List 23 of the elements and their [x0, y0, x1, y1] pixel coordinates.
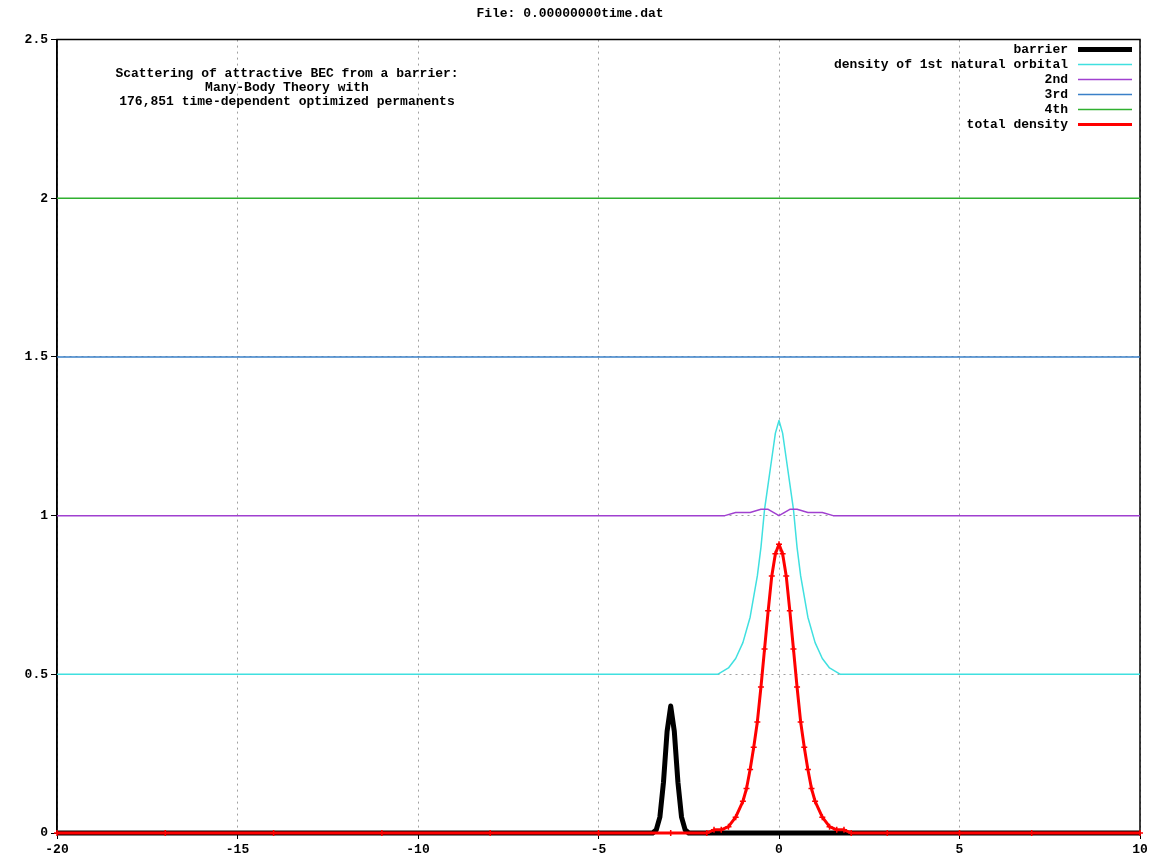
- legend-label: barrier: [1013, 41, 1068, 57]
- annotation: Scattering of attractive BEC from a barrier:: [115, 66, 459, 82]
- annotation: 176,851 time-dependent optimized permanents: [119, 94, 455, 110]
- x-tick-label: 0: [775, 842, 784, 858]
- chart-title: File: 0.00000000time.dat: [476, 6, 664, 22]
- y-tick-label: 0.5: [24, 666, 49, 682]
- x-tick-label: -10: [406, 842, 430, 858]
- legend-label: 3rd: [1044, 86, 1068, 102]
- y-tick-label: 2: [40, 190, 49, 206]
- legend-label: 4th: [1044, 101, 1069, 117]
- annotation: Many-Body Theory with: [205, 80, 370, 96]
- x-tick-label: -5: [590, 842, 607, 858]
- x-tick-label: 5: [955, 842, 964, 858]
- x-tick-label: -15: [225, 842, 250, 858]
- y-tick-label: 1: [40, 507, 49, 523]
- y-tick-label: 2.5: [24, 31, 49, 47]
- x-tick-label: -20: [45, 842, 69, 858]
- legend-label: 2nd: [1044, 71, 1068, 87]
- y-tick-label: 0: [40, 825, 49, 841]
- y-tick-label: 1.5: [24, 349, 49, 365]
- legend-label: total density: [966, 116, 1069, 132]
- x-tick-label: 10: [1132, 842, 1148, 858]
- legend-label: density of 1st natural orbital: [833, 56, 1069, 72]
